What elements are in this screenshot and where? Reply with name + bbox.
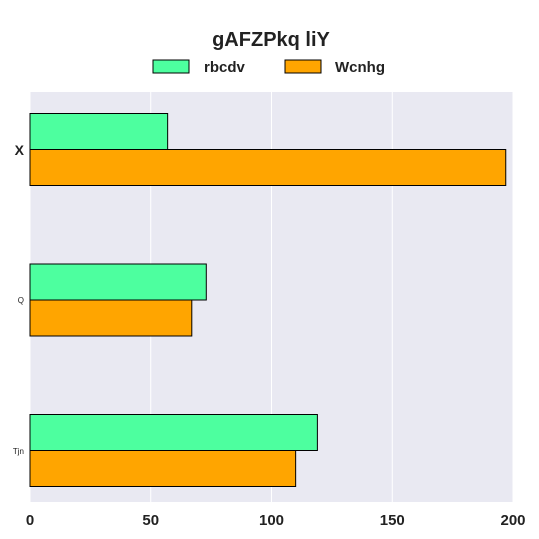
bars (29, 113, 507, 487)
y-tick-label-q: Q (18, 296, 24, 305)
bar-wcnhg-q (29, 299, 193, 337)
bar-rbcdv-x (29, 113, 169, 150)
legend-swatch-rbcdv (152, 59, 190, 74)
bar-wcnhg-x (29, 149, 507, 186)
bar-rbcdv-q (29, 263, 207, 301)
bar-wcnhg-tjn (29, 450, 297, 487)
x-tick-label: 200 (500, 512, 525, 529)
x-tick-label: 0 (26, 512, 34, 529)
x-tick-label: 100 (259, 512, 284, 529)
x-tick-label: 50 (142, 512, 159, 529)
chart-title: gAFZPkq liY (212, 29, 330, 51)
y-tick-label-x: X (15, 142, 25, 158)
x-tick-label: 150 (380, 512, 405, 529)
bar-rbcdv-tjn (29, 414, 318, 451)
legend-swatch-wcnhg (284, 59, 322, 74)
y-tick-label-tjn: Tjn (13, 447, 24, 456)
legend: rbcdv Wcnhg (152, 59, 385, 76)
legend-label-wcnhg: Wcnhg (335, 59, 385, 76)
x-axis-ticks: 0 50 100 150 200 (26, 512, 526, 529)
legend-label-rbcdv: rbcdv (204, 59, 246, 76)
y-axis-ticks: X Q Tjn (13, 142, 25, 456)
